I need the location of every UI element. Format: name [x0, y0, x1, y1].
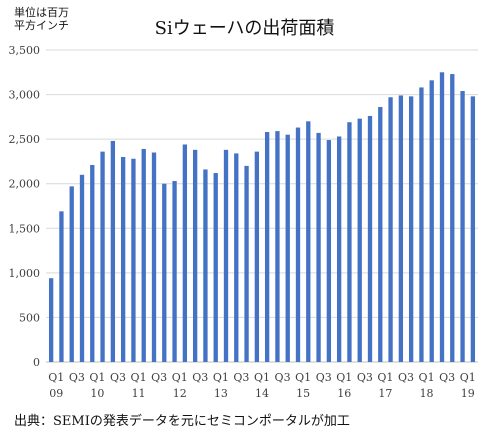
- bar: [182, 144, 188, 362]
- bar: [79, 174, 85, 362]
- x-tick-label-quarter: Q1: [336, 371, 352, 384]
- bar: [295, 127, 301, 362]
- bar: [244, 165, 249, 362]
- y-tick-label: 2,500: [9, 133, 41, 146]
- bar: [398, 95, 404, 362]
- bar: [264, 132, 270, 362]
- x-tick-label-quarter: Q1: [172, 371, 188, 384]
- bar: [336, 136, 342, 362]
- bar: [460, 91, 465, 363]
- bar: [254, 151, 260, 362]
- x-tick-label-quarter: Q1: [213, 371, 229, 384]
- x-tick-label-year: 19: [461, 387, 475, 400]
- bar: [408, 96, 414, 363]
- x-tick-label-quarter: Q1: [48, 371, 64, 384]
- y-tick-label: 2,000: [9, 178, 41, 191]
- bar: [223, 149, 229, 362]
- x-tick-label-year: 10: [90, 387, 104, 400]
- x-tick-label-year: 18: [420, 387, 434, 400]
- x-tick-label-quarter: Q3: [439, 371, 455, 384]
- y-tick-label: 3,000: [9, 89, 41, 102]
- unit-note: 単位は百万 平方インチ: [14, 6, 69, 32]
- bar: [275, 131, 280, 362]
- x-tick-label-quarter: Q1: [419, 371, 435, 384]
- bar: [131, 158, 136, 362]
- x-tick-label-quarter: Q3: [233, 371, 249, 384]
- bar: [285, 134, 290, 362]
- bar: [450, 74, 455, 362]
- bar: [213, 173, 218, 362]
- x-tick-label-quarter: Q3: [110, 371, 126, 384]
- bar: [100, 151, 105, 362]
- bar: [151, 152, 157, 362]
- bar: [59, 211, 64, 362]
- chart-title: Siウェーハの出荷面積: [154, 18, 335, 39]
- bar: [162, 183, 167, 362]
- bar: [439, 72, 445, 363]
- x-tick-label-year: 15: [296, 387, 310, 400]
- bar: [326, 140, 332, 362]
- x-tick-label-quarter: Q3: [357, 371, 373, 384]
- y-tick-label: 1,000: [9, 267, 41, 280]
- y-tick-label: 500: [19, 311, 40, 324]
- bar: [316, 132, 321, 362]
- x-tick-label-quarter: Q1: [295, 371, 311, 384]
- bar: [192, 149, 198, 362]
- unit-note-line-1: 単位は百万: [14, 6, 69, 19]
- bar: [429, 80, 434, 363]
- bar: [69, 186, 74, 362]
- x-tick-label-quarter: Q3: [398, 371, 414, 384]
- bar: [48, 278, 54, 362]
- x-tick-label-quarter: Q3: [69, 371, 85, 384]
- bar: [110, 140, 116, 362]
- bar: [141, 148, 146, 362]
- x-tick-label-year: 09: [49, 387, 63, 400]
- y-tick-label: 1,500: [9, 222, 41, 235]
- bar: [172, 181, 177, 362]
- x-tick-label-quarter: Q1: [377, 371, 393, 384]
- unit-note-line-2: 平方インチ: [14, 19, 69, 32]
- x-tick-label-year: 13: [214, 387, 228, 400]
- x-tick-label-quarter: Q3: [151, 371, 167, 384]
- bar: [378, 107, 383, 363]
- y-tick-label: 0: [33, 356, 40, 369]
- bar: [306, 121, 311, 362]
- x-tick-label-year: 17: [378, 387, 392, 400]
- x-tick-label-year: 11: [132, 387, 146, 400]
- x-tick-label-quarter: Q1: [460, 371, 476, 384]
- x-tick-label-quarter: Q3: [316, 371, 332, 384]
- x-tick-label-quarter: Q3: [192, 371, 208, 384]
- bar: [367, 115, 373, 362]
- x-tick-label-year: 16: [337, 387, 351, 400]
- bar: [203, 169, 208, 362]
- y-tick-label: 3,500: [9, 44, 41, 57]
- bar: [120, 156, 126, 362]
- bar: [470, 96, 476, 363]
- bar: [388, 97, 393, 362]
- source-note: 出典：SEMIの発表データを元にセミコンポータルが加工: [14, 414, 350, 429]
- x-tick-label-quarter: Q1: [89, 371, 105, 384]
- x-tick-label-quarter: Q3: [275, 371, 291, 384]
- x-tick-label-year: 12: [173, 387, 187, 400]
- bar: [90, 164, 95, 362]
- bar: [347, 122, 352, 362]
- bar: [419, 87, 424, 362]
- bar: [357, 118, 362, 362]
- bar: [234, 153, 239, 362]
- x-tick-label-quarter: Q1: [254, 371, 270, 384]
- x-tick-label-quarter: Q1: [131, 371, 147, 384]
- x-tick-label-year: 14: [255, 387, 269, 400]
